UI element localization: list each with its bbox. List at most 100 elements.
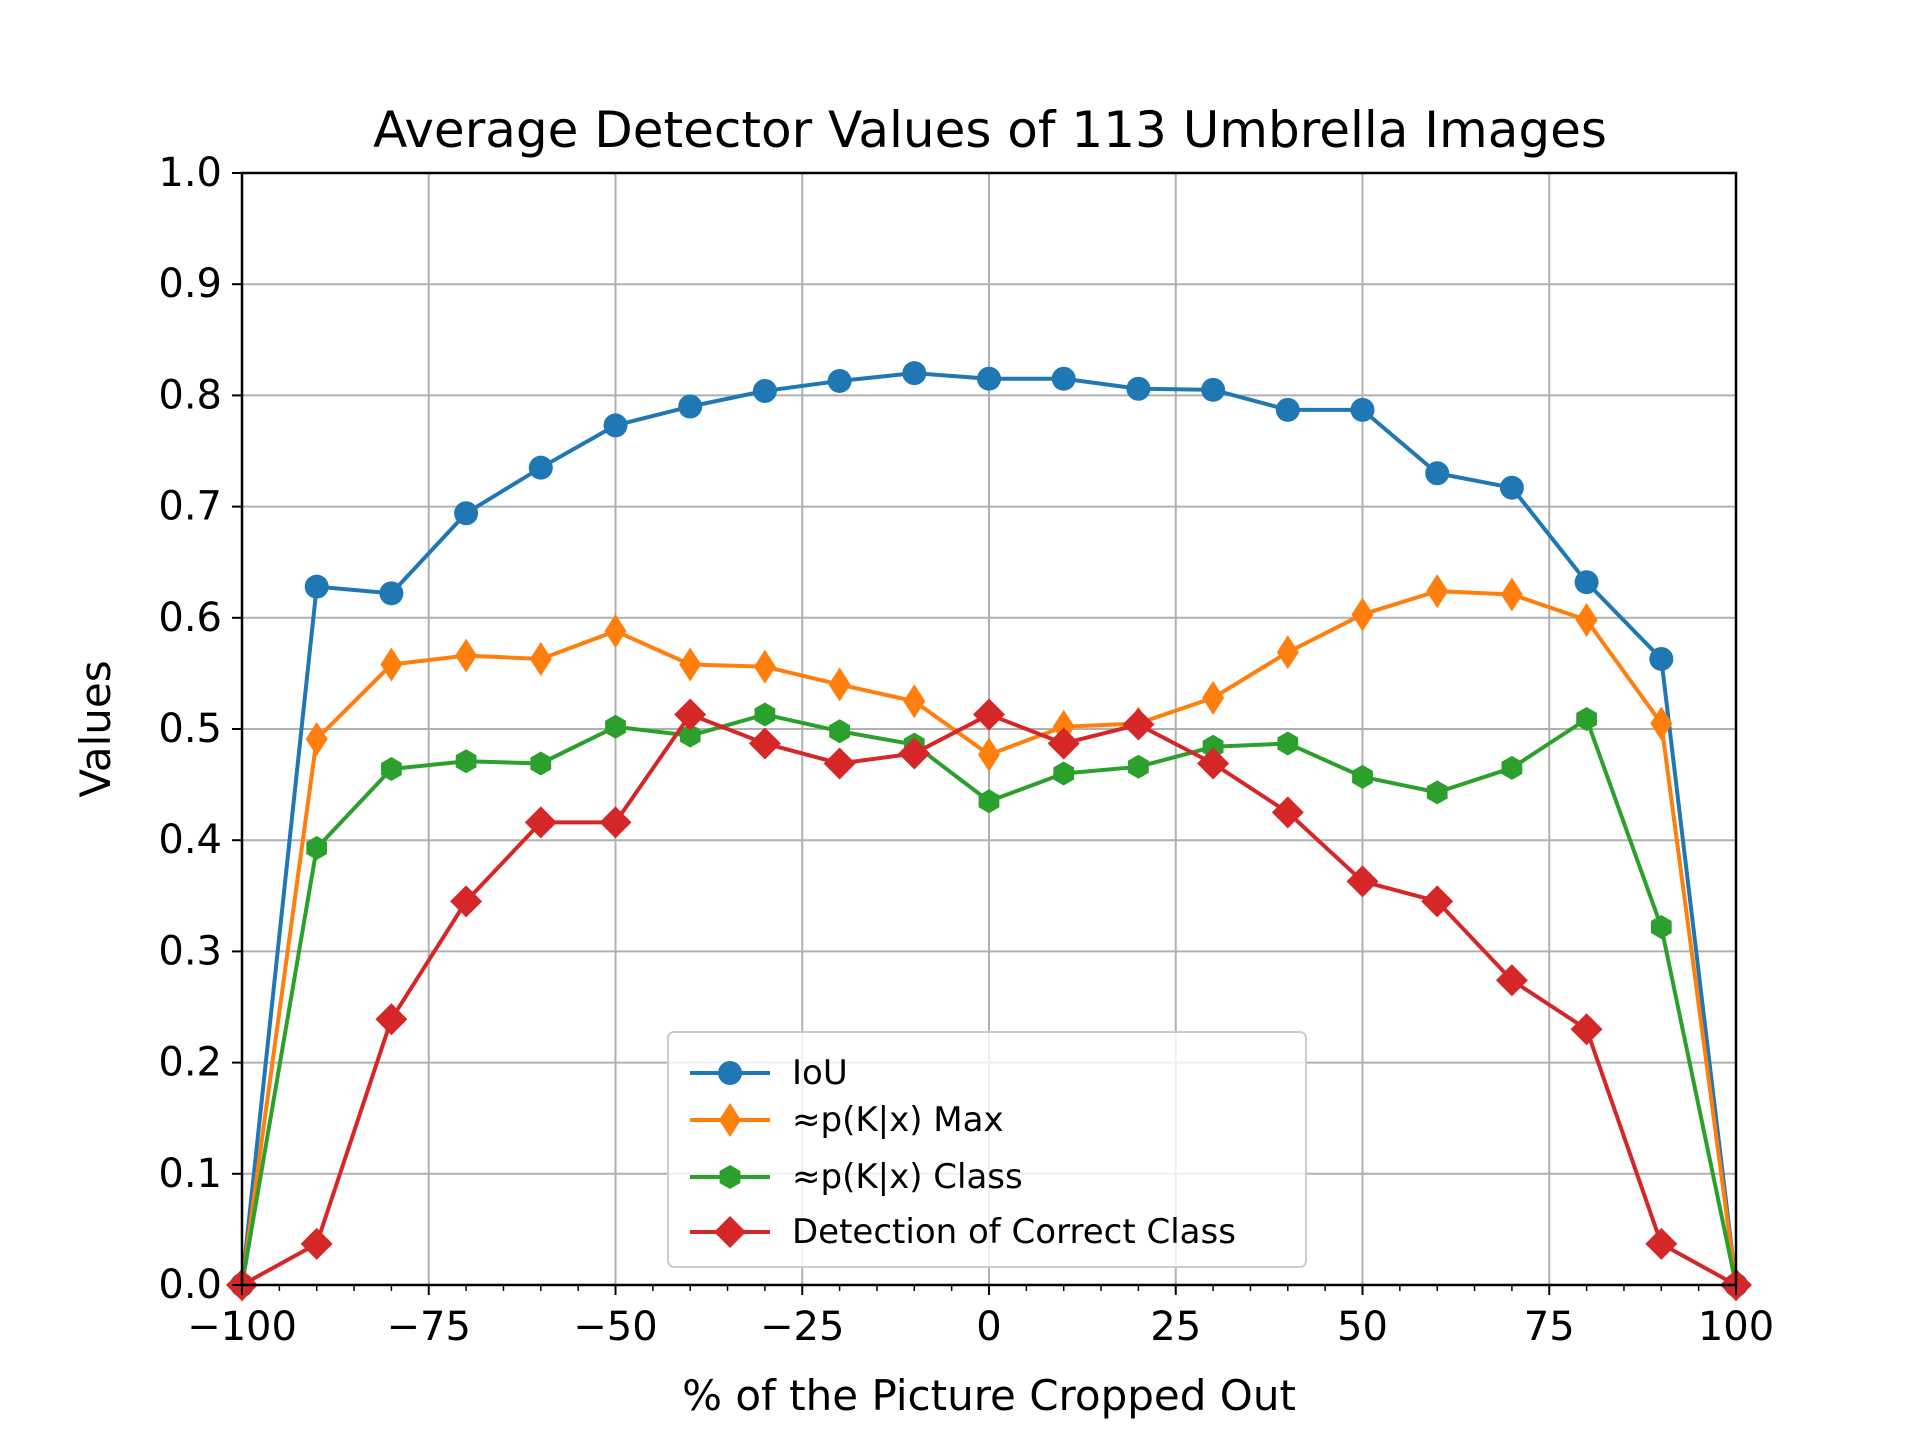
data-point-correct-class (450, 885, 483, 918)
y-tick-label: 0.3 (158, 928, 222, 974)
y-axis-label: Values (71, 660, 120, 797)
data-point-iou (603, 413, 628, 438)
y-tick-label: 0.6 (158, 595, 222, 641)
x-tick-label: 0 (976, 1304, 1001, 1350)
data-point-iou (827, 368, 852, 393)
y-tick-label: 0.8 (158, 372, 222, 418)
x-tick-label: −100 (187, 1304, 297, 1350)
legend-marker-correct-class (714, 1216, 746, 1248)
data-point-iou (752, 378, 777, 403)
legend-label-iou: IoU (792, 1053, 848, 1093)
data-point-class (1501, 755, 1523, 780)
data-point-max (604, 614, 627, 649)
x-tick-label: 25 (1150, 1304, 1201, 1350)
legend-label-max: ≈p(K|x) Max (792, 1100, 1004, 1140)
legend: IoU ≈p(K|x) Max ≈p(K|x) Class Detection … (667, 1031, 1307, 1268)
data-point-class (679, 723, 701, 748)
x-tick-label: −25 (760, 1304, 844, 1350)
data-point-class (1352, 764, 1373, 789)
legend-marker-max (719, 1103, 741, 1137)
data-point-iou (454, 501, 479, 526)
legend-label-class: ≈p(K|x) Class (792, 1157, 1023, 1197)
data-point-correct-class (375, 1003, 408, 1036)
data-point-class (455, 749, 477, 774)
data-point-max (529, 641, 552, 676)
data-point-correct-class (898, 737, 931, 770)
data-point-max (455, 638, 478, 673)
y-tick-label: 0.9 (158, 261, 222, 307)
data-point-correct-class (1570, 1013, 1603, 1046)
data-point-iou (1051, 366, 1076, 391)
data-point-class (530, 751, 552, 776)
y-tick-label: 0.1 (158, 1151, 222, 1197)
data-point-class (978, 789, 1000, 814)
data-point-class (1053, 761, 1075, 786)
data-point-max (679, 647, 702, 682)
legend-box (667, 1031, 1307, 1268)
data-point-max (978, 737, 1000, 772)
data-point-correct-class (1495, 964, 1528, 997)
data-point-iou (1275, 397, 1300, 422)
data-point-class (1128, 754, 1149, 779)
data-point-iou (1201, 377, 1226, 402)
y-tick-label: 0.0 (158, 1262, 222, 1308)
y-tick-label: 0.5 (158, 706, 222, 752)
data-point-max (1500, 577, 1523, 612)
data-point-correct-class (973, 698, 1005, 731)
axis-ticks: −100 −75 −50 −25 0 25 50 75 100 0.0 0.1 0.2 0.3 0.4 0.… (158, 150, 1774, 1350)
chart-title: Average Detector Values of 113 Umbrella … (373, 101, 1607, 159)
data-point-max (1202, 680, 1225, 715)
data-point-correct-class (1122, 708, 1155, 741)
x-tick-label: 75 (1524, 1304, 1575, 1350)
legend-label-correct-class: Detection of Correct Class (792, 1212, 1236, 1252)
data-point-iou (1126, 376, 1151, 401)
data-point-max (305, 722, 328, 757)
data-point-max (1276, 635, 1299, 670)
data-point-correct-class (823, 747, 856, 780)
data-point-max (1575, 603, 1598, 638)
data-point-correct-class (1197, 747, 1230, 780)
data-point-max (753, 649, 776, 684)
data-point-iou (1574, 570, 1599, 595)
data-point-iou (528, 455, 553, 480)
data-point-iou (379, 581, 404, 606)
y-tick-label: 0.4 (158, 817, 222, 863)
data-point-correct-class (674, 698, 707, 731)
legend-marker-iou (718, 1061, 742, 1085)
data-point-class (1650, 914, 1672, 939)
y-tick-label: 0.7 (158, 484, 222, 530)
data-point-class (1576, 706, 1597, 731)
data-point-correct-class (1271, 796, 1304, 829)
y-tick-label: 1.0 (158, 150, 222, 196)
data-point-max (1650, 706, 1673, 741)
data-point-class (605, 714, 626, 739)
data-point-class (829, 719, 850, 744)
data-point-class (1426, 780, 1448, 805)
data-point-correct-class (1645, 1227, 1678, 1260)
data-point-correct-class (1346, 865, 1379, 898)
data-point-correct-class (300, 1227, 333, 1260)
data-point-class (381, 757, 402, 782)
data-point-correct-class (1421, 885, 1454, 918)
data-point-iou (1649, 646, 1674, 671)
data-point-correct-class (1047, 727, 1080, 760)
y-tick-label: 0.2 (158, 1040, 222, 1086)
data-point-iou (977, 366, 1001, 391)
x-tick-label: 100 (1698, 1304, 1774, 1350)
legend-marker-class (719, 1165, 741, 1189)
data-point-max (380, 647, 403, 682)
series-correct-class (226, 698, 1752, 1301)
data-point-iou (1499, 475, 1524, 500)
data-point-iou (304, 574, 329, 599)
data-point-iou (902, 361, 927, 386)
data-point-correct-class (524, 806, 557, 839)
x-tick-label: 50 (1337, 1304, 1388, 1350)
data-point-iou (1425, 461, 1450, 486)
data-point-max (1426, 574, 1449, 609)
data-point-correct-class (599, 806, 632, 839)
data-point-class (306, 835, 328, 860)
x-tick-label: −50 (573, 1304, 657, 1350)
data-point-max (1351, 597, 1374, 632)
data-point-iou (678, 394, 703, 419)
